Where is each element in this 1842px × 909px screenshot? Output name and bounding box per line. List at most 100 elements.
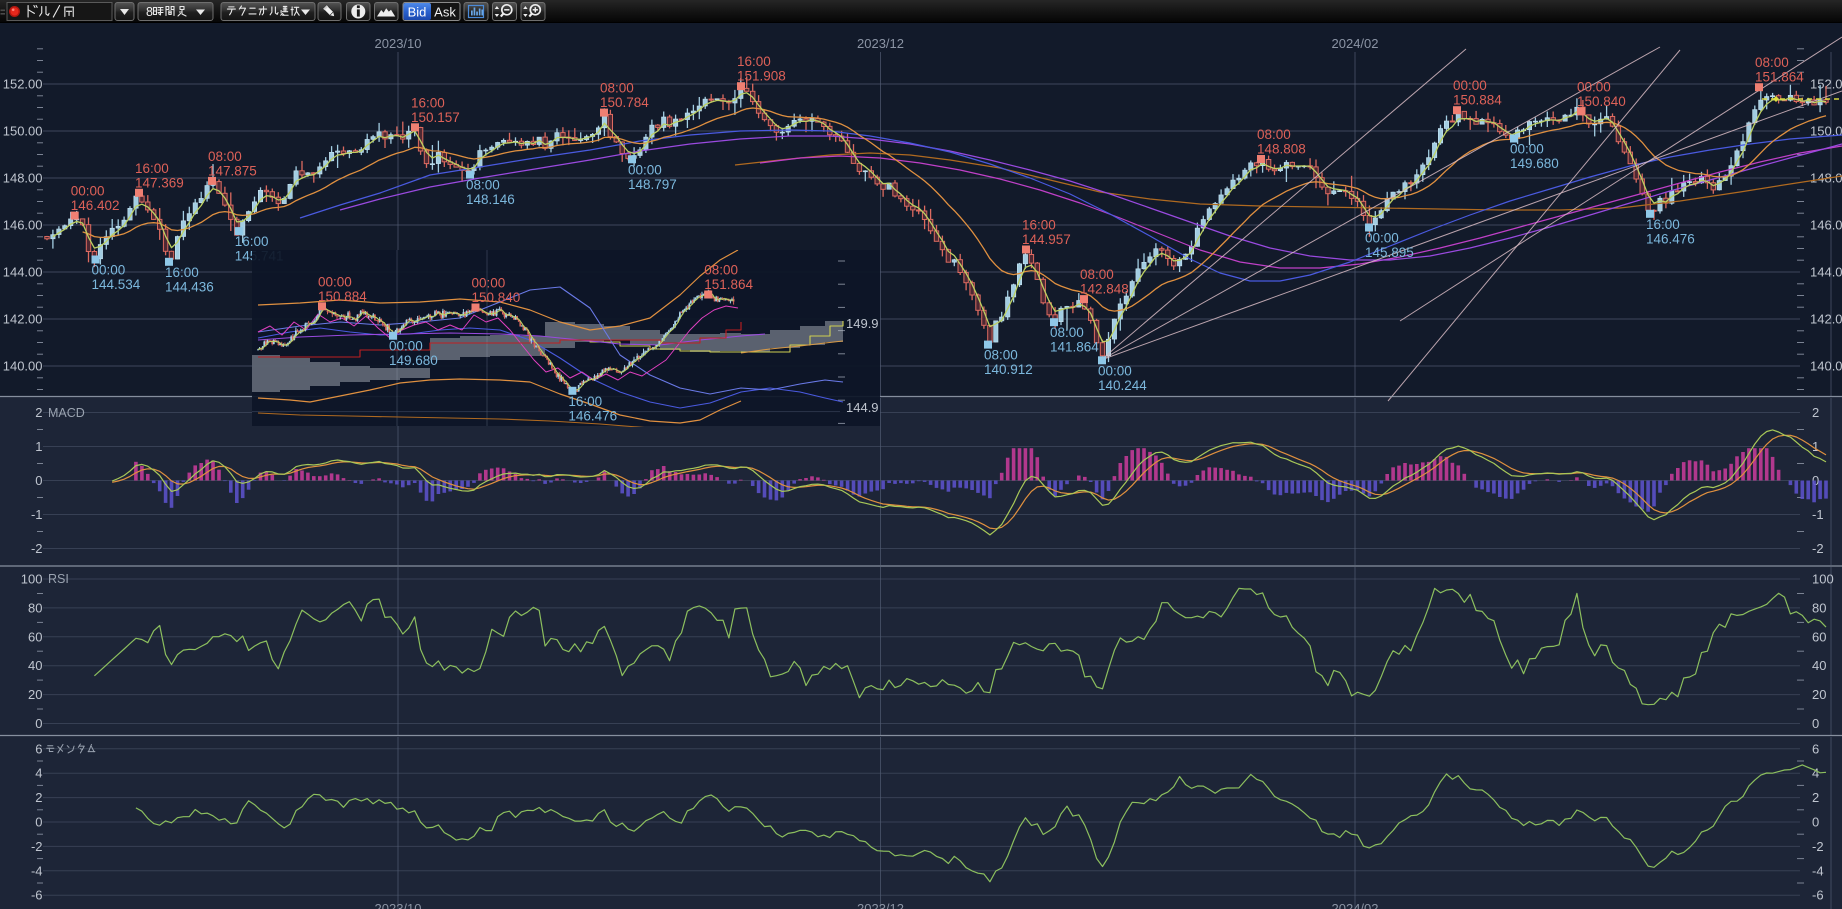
- svg-text:151.908: 151.908: [737, 69, 786, 84]
- svg-text:16:00: 16:00: [135, 161, 169, 176]
- svg-text:1: 1: [35, 439, 42, 454]
- svg-text:2023/10: 2023/10: [375, 36, 422, 51]
- svg-text:140.00: 140.00: [1810, 359, 1842, 374]
- svg-text:00:00: 00:00: [1453, 78, 1487, 93]
- svg-text:142.00: 142.00: [3, 312, 43, 327]
- svg-text:-2: -2: [1812, 839, 1824, 854]
- svg-text:140.912: 140.912: [984, 362, 1033, 377]
- svg-text:60: 60: [28, 629, 42, 644]
- svg-text:150.840: 150.840: [472, 290, 521, 305]
- svg-text:16:00: 16:00: [411, 95, 445, 110]
- svg-text:00:00: 00:00: [71, 184, 105, 199]
- svg-text:152.00: 152.00: [1810, 77, 1842, 92]
- svg-text:6: 6: [35, 741, 42, 756]
- svg-text:140.00: 140.00: [3, 359, 43, 374]
- svg-text:00:00: 00:00: [1098, 363, 1132, 378]
- svg-text:6: 6: [1812, 741, 1819, 756]
- svg-text:0: 0: [35, 473, 42, 488]
- svg-text:-4: -4: [31, 863, 43, 878]
- svg-text:144.436: 144.436: [165, 279, 214, 294]
- svg-text:150.157: 150.157: [411, 110, 460, 125]
- svg-text:142.848: 142.848: [1080, 282, 1129, 297]
- svg-text:00:00: 00:00: [92, 263, 126, 278]
- svg-text:00:00: 00:00: [1577, 79, 1611, 94]
- svg-text:150.884: 150.884: [318, 289, 367, 304]
- svg-text:152.00: 152.00: [3, 77, 43, 92]
- svg-text:2023/10: 2023/10: [375, 901, 422, 909]
- svg-text:16:00: 16:00: [1646, 217, 1680, 232]
- svg-text:0: 0: [35, 716, 42, 731]
- svg-text:148.146: 148.146: [466, 192, 515, 207]
- svg-text:142.00: 142.00: [1810, 312, 1842, 327]
- svg-text:08:00: 08:00: [984, 348, 1018, 363]
- svg-text:147.369: 147.369: [135, 175, 184, 190]
- svg-text:-4: -4: [1812, 863, 1824, 878]
- svg-text:2: 2: [1812, 405, 1819, 420]
- svg-text:08:00: 08:00: [1080, 267, 1114, 282]
- svg-text:-1: -1: [31, 507, 43, 522]
- svg-text:146.00: 146.00: [3, 218, 43, 233]
- svg-text:16:00: 16:00: [165, 265, 199, 280]
- svg-text:141.864: 141.864: [1050, 340, 1099, 355]
- svg-text:00:00: 00:00: [318, 274, 352, 289]
- svg-text:147.875: 147.875: [208, 163, 257, 178]
- svg-text:2023/12: 2023/12: [857, 901, 904, 909]
- svg-text:-2: -2: [31, 839, 43, 854]
- svg-text:144.957: 144.957: [1022, 232, 1071, 247]
- svg-text:16:00: 16:00: [1022, 218, 1056, 233]
- svg-text:16:00: 16:00: [235, 234, 269, 249]
- svg-text:149.680: 149.680: [1510, 156, 1559, 171]
- svg-text:145.895: 145.895: [1365, 245, 1414, 260]
- svg-text:151.864: 151.864: [1755, 70, 1804, 85]
- svg-text:20: 20: [1812, 687, 1826, 702]
- svg-text:2: 2: [35, 405, 42, 420]
- svg-text:Ask: Ask: [434, 4, 456, 19]
- svg-text:150.00: 150.00: [3, 124, 43, 139]
- svg-text:16:00: 16:00: [737, 54, 771, 69]
- svg-text:150.00: 150.00: [1810, 124, 1842, 139]
- svg-text:08:00: 08:00: [1050, 325, 1084, 340]
- svg-text:40: 40: [28, 658, 42, 673]
- svg-text:08:00: 08:00: [600, 81, 634, 96]
- svg-text:149.680: 149.680: [389, 353, 438, 368]
- svg-text:148.797: 148.797: [628, 177, 677, 192]
- svg-text:151.864: 151.864: [704, 277, 753, 292]
- svg-text:2: 2: [35, 790, 42, 805]
- svg-text:146.00: 146.00: [1810, 218, 1842, 233]
- svg-text:08:00: 08:00: [208, 149, 242, 164]
- svg-text:0: 0: [1812, 815, 1819, 830]
- svg-text:150.840: 150.840: [1577, 94, 1626, 109]
- svg-text:1: 1: [1812, 439, 1819, 454]
- svg-text:144.00: 144.00: [1810, 265, 1842, 280]
- svg-text:140.244: 140.244: [1098, 378, 1147, 393]
- svg-text:0: 0: [1812, 716, 1819, 731]
- svg-text:RSI: RSI: [48, 572, 69, 586]
- svg-text:MACD: MACD: [48, 406, 85, 420]
- svg-text:2023/12: 2023/12: [857, 36, 904, 51]
- svg-text:08:00: 08:00: [704, 263, 738, 278]
- svg-text:146.476: 146.476: [1646, 231, 1695, 246]
- svg-text:08:00: 08:00: [1755, 55, 1789, 70]
- svg-text:2: 2: [1812, 790, 1819, 805]
- svg-text:144.9: 144.9: [846, 400, 879, 415]
- svg-text:-6: -6: [31, 888, 43, 903]
- svg-text:146.476: 146.476: [568, 408, 617, 423]
- svg-text:16:00: 16:00: [568, 394, 602, 409]
- svg-text:144.534: 144.534: [92, 277, 141, 292]
- svg-text:08:00: 08:00: [1257, 127, 1291, 142]
- svg-text:148.808: 148.808: [1257, 142, 1306, 157]
- svg-text:100: 100: [21, 572, 43, 587]
- svg-text:150.784: 150.784: [600, 95, 649, 110]
- svg-text:-2: -2: [1812, 541, 1824, 556]
- svg-text:100: 100: [1812, 572, 1834, 587]
- svg-text:Bid: Bid: [408, 4, 427, 19]
- svg-text:144.00: 144.00: [3, 265, 43, 280]
- svg-text:2024/02: 2024/02: [1332, 36, 1379, 51]
- svg-text:00:00: 00:00: [1510, 142, 1544, 157]
- svg-text:20: 20: [28, 687, 42, 702]
- svg-text:148.00: 148.00: [3, 171, 43, 186]
- svg-text:40: 40: [1812, 658, 1826, 673]
- svg-text:-2: -2: [31, 541, 43, 556]
- svg-text:4: 4: [1812, 766, 1819, 781]
- svg-text:00:00: 00:00: [628, 162, 662, 177]
